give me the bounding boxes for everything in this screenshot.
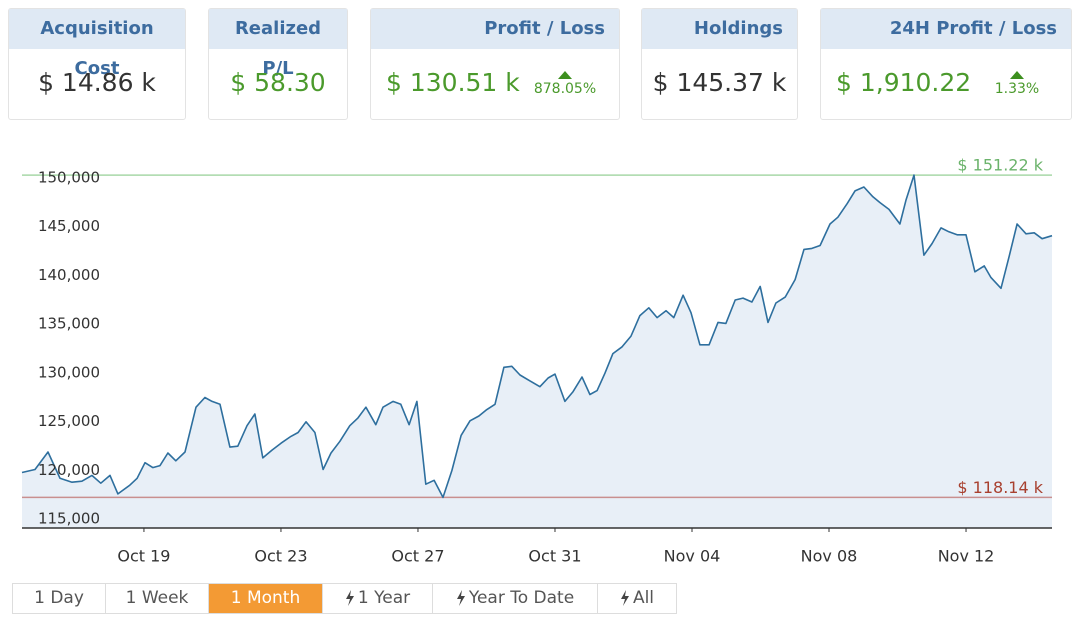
x-tick-label: Nov 04 xyxy=(664,547,721,566)
range-button[interactable]: 1 Week xyxy=(106,584,209,613)
bolt-icon xyxy=(345,590,354,606)
chart: $ 151.22 k $ 118.14 k 115,000 120,000 125,00… xyxy=(21,156,1053,566)
change-text: 878.05% xyxy=(533,81,597,97)
range-button[interactable]: 1 Year xyxy=(323,584,433,613)
range-button[interactable]: 1 Day xyxy=(13,584,106,613)
y-tick-label: 115,000 xyxy=(38,510,100,528)
button-label: Year To Date xyxy=(468,588,575,608)
card-change: 878.05% xyxy=(525,71,605,97)
y-tick-label: 135,000 xyxy=(38,315,100,333)
card: Realized P/L $ 58.30 xyxy=(208,8,348,120)
button-label: 1 Week xyxy=(125,588,189,608)
card: 24H Profit / Loss $ 1,910.22 1.33% xyxy=(820,8,1072,120)
y-tick-label: 145,000 xyxy=(38,217,100,235)
reference-label: $ 118.14 k xyxy=(957,478,1043,497)
y-tick-label: 150,000 xyxy=(38,169,100,187)
up-arrow xyxy=(1010,71,1024,79)
card-value: $ 145.37 k xyxy=(652,68,787,97)
card-title: Profit / Loss xyxy=(371,9,619,49)
card-title: Acquisition Cost xyxy=(9,9,185,79)
change-text: 1.33% xyxy=(994,81,1040,97)
y-tick-label: 125,000 xyxy=(38,412,100,430)
range-button[interactable]: 1 Month xyxy=(209,584,323,613)
card-value: $ 1,910.22 xyxy=(836,68,972,97)
x-tick-label: Oct 27 xyxy=(391,547,444,566)
card-value: $ 130.51 k xyxy=(386,68,520,97)
range-button[interactable]: All xyxy=(598,584,676,613)
x-tick-label: Oct 19 xyxy=(117,547,170,566)
up-arrow xyxy=(558,71,572,79)
button-label: 1 Day xyxy=(34,588,84,608)
card: Profit / Loss $ 130.51 k 878.05% xyxy=(370,8,620,120)
card: Holdings $ 145.37 k xyxy=(641,8,798,120)
bolt-icon xyxy=(456,590,465,606)
line xyxy=(21,174,1053,499)
card-value: $ 58.30 xyxy=(230,68,326,97)
y-tick-label: 140,000 xyxy=(38,266,100,284)
card: Acquisition Cost $ 14.86 k xyxy=(8,8,186,120)
area xyxy=(22,175,1052,528)
button-label: 1 Year xyxy=(357,588,411,608)
y-tick-label: 130,000 xyxy=(38,363,100,381)
range-selector: 1 Day 1 Week 1 Month 1 Year Year To Date All xyxy=(12,583,677,614)
x-tick-label: Oct 31 xyxy=(528,547,581,566)
range-button[interactable]: Year To Date xyxy=(433,584,598,613)
x-tick-label: Nov 08 xyxy=(801,547,858,566)
card-title: Holdings xyxy=(642,9,797,49)
bolt-icon xyxy=(620,590,629,606)
reference-label: $ 151.22 k xyxy=(957,156,1043,175)
card-title: 24H Profit / Loss xyxy=(821,9,1071,49)
button-label: All xyxy=(632,588,655,608)
card-value: $ 14.86 k xyxy=(38,68,156,97)
button-label: 1 Month xyxy=(230,588,301,608)
card-change: 1.33% xyxy=(977,71,1057,97)
x-tick-label: Nov 12 xyxy=(938,547,995,566)
y-tick-label: 120,000 xyxy=(38,461,100,479)
card-title: Realized P/L xyxy=(209,9,347,79)
x-tick-label: Oct 23 xyxy=(254,547,307,566)
